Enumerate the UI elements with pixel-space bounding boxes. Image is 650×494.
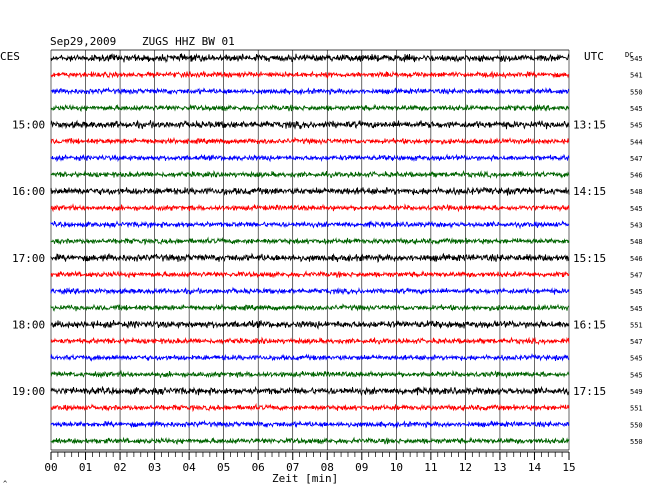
dc-offset-label: 547 (630, 271, 643, 279)
left-hour-labels: 15:00 16:00 17:00 18:00 19:00 (12, 119, 45, 398)
right-hour-label: 15:15 (573, 252, 606, 265)
right-hour-label: 16:15 (573, 318, 606, 331)
dc-offset-label: 547 (630, 338, 643, 346)
dc-offset-labels: 545 541 550 545 545 544 547 546 548 545 543 548 546 5… (630, 55, 643, 446)
trace-row-21 (50, 385, 570, 397)
trace-row-18 (50, 336, 570, 346)
dc-offset-label: 545 (630, 355, 643, 363)
trace-row-16 (50, 303, 570, 312)
x-tick-label: 11 (424, 461, 437, 474)
trace-row-1 (50, 52, 570, 64)
dc-offset-label: 545 (630, 288, 643, 296)
left-hour-label: 18:00 (12, 318, 45, 331)
dc-offset-label: 545 (630, 305, 643, 313)
x-axis: 00 01 02 03 04 05 06 07 08 09 10 11 12 13 14 15 (44, 451, 576, 474)
date-label: Sep29,2009 (50, 35, 116, 48)
timezone-left-label: CES (0, 50, 20, 63)
corner-mark: ^ (3, 480, 7, 488)
trace-row-11 (50, 220, 570, 230)
trace-group (50, 52, 570, 446)
dc-offset-label: 550 (630, 438, 643, 446)
trace-row-24 (50, 436, 570, 446)
trace-row-8 (50, 169, 570, 179)
dc-offset-label: 551 (630, 321, 643, 329)
right-hour-labels: 13:15 14:15 15:15 16:15 17:15 (573, 119, 606, 398)
trace-row-20 (50, 369, 570, 379)
trace-row-14 (50, 270, 570, 279)
x-tick-label: 14 (528, 461, 542, 474)
x-tick-label: 10 (390, 461, 403, 474)
trace-row-3 (50, 86, 570, 96)
dc-offset-label: 543 (630, 222, 643, 230)
dc-header-label: DC (625, 51, 633, 59)
station-label: ZUGS HHZ BW 01 (142, 35, 235, 48)
grid-lines (50, 49, 570, 451)
dc-offset-label: 545 (630, 105, 643, 113)
right-hour-label: 17:15 (573, 385, 606, 398)
x-tick-label: 04 (183, 461, 197, 474)
x-axis-label: Zeit [min] (272, 472, 338, 485)
x-tick-label: 01 (79, 461, 92, 474)
trace-row-6 (50, 136, 570, 146)
trace-row-23 (50, 419, 570, 429)
x-tick-label: 00 (44, 461, 57, 474)
x-tick-label: 13 (493, 461, 506, 474)
dc-offset-label: 545 (630, 205, 643, 213)
x-tick-label: 09 (355, 461, 368, 474)
trace-row-17 (50, 319, 570, 330)
dc-offset-label: 544 (630, 138, 643, 146)
x-tick-label: 07 (286, 461, 299, 474)
dc-offset-label: 549 (630, 388, 643, 396)
x-tick-label: 03 (148, 461, 161, 474)
dc-offset-label: 545 (630, 55, 643, 63)
timezone-right-label: UTC (584, 50, 604, 63)
trace-row-15 (50, 286, 570, 296)
trace-row-5 (50, 119, 570, 130)
trace-row-10 (50, 203, 570, 213)
dc-offset-label: 547 (630, 155, 643, 163)
dc-offset-label: 548 (630, 188, 643, 196)
x-tick-label: 08 (321, 461, 334, 474)
right-hour-label: 14:15 (573, 185, 606, 198)
left-hour-label: 19:00 (12, 385, 45, 398)
x-tick-label: 02 (113, 461, 126, 474)
trace-row-12 (50, 236, 570, 246)
dc-offset-label: 550 (630, 421, 643, 429)
dc-offset-label: 546 (630, 172, 643, 180)
trace-row-7 (50, 153, 570, 163)
left-hour-label: 15:00 (12, 119, 45, 132)
dc-offset-label: 546 (630, 255, 643, 263)
trace-row-4 (50, 103, 570, 113)
left-hour-label: 17:00 (12, 252, 45, 265)
dc-offset-label: 548 (630, 238, 643, 246)
trace-row-13 (50, 252, 570, 264)
x-tick-label: 06 (252, 461, 265, 474)
x-tick-label: 12 (459, 461, 472, 474)
dc-offset-label: 541 (630, 72, 643, 80)
x-tick-label: 15 (562, 461, 575, 474)
trace-row-22 (50, 402, 570, 413)
dc-offset-label: 550 (630, 88, 643, 96)
x-tick-label: 05 (217, 461, 230, 474)
trace-row-9 (50, 186, 570, 196)
trace-row-2 (50, 70, 570, 80)
dc-offset-label: 551 (630, 405, 643, 413)
left-hour-label: 16:00 (12, 185, 45, 198)
right-hour-label: 13:15 (573, 119, 606, 132)
trace-row-19 (50, 353, 570, 362)
dc-offset-label: 545 (630, 122, 643, 130)
dc-offset-label: 545 (630, 371, 643, 379)
